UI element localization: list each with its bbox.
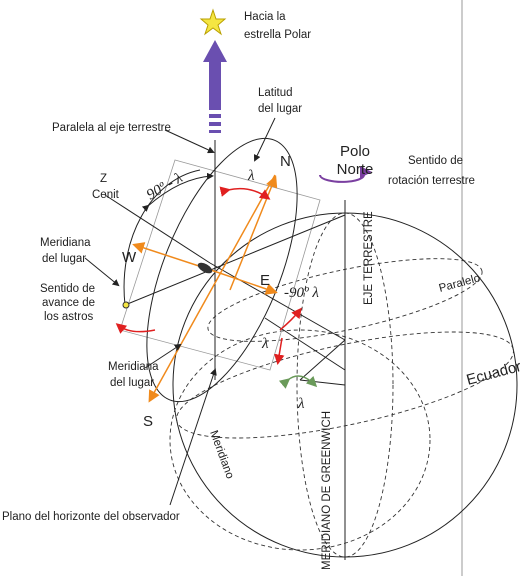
polar-dashes <box>209 114 221 133</box>
label: Meridiano <box>207 429 236 481</box>
label: S <box>143 413 153 430</box>
radius-line <box>299 339 346 381</box>
latitude-arc <box>219 186 271 200</box>
label: del lugar <box>258 103 302 115</box>
equator-line <box>176 331 514 439</box>
label: Sentido de <box>408 155 463 167</box>
label: Latitud <box>258 87 293 99</box>
label: rotación terrestre <box>388 175 475 187</box>
leader <box>169 368 217 506</box>
label: del lugar <box>110 377 154 389</box>
polar-arrow <box>203 40 227 110</box>
label: Plano del horizonte del observador <box>2 511 180 523</box>
label: λ <box>247 168 255 184</box>
leader <box>164 129 215 154</box>
e-axis <box>204 267 278 295</box>
label: del lugar <box>42 253 86 265</box>
lambda-arrow <box>279 307 302 331</box>
meridian-line <box>169 329 431 551</box>
leader <box>144 343 182 369</box>
label: Paralela al eje terrestre <box>52 122 171 134</box>
radius-line <box>299 379 346 386</box>
label: λ <box>261 336 269 352</box>
label: Cenit <box>92 189 120 201</box>
label: estrella Polar <box>244 29 311 41</box>
label: λ <box>297 396 305 412</box>
label: W <box>122 249 137 266</box>
label: Meridiana <box>40 237 91 249</box>
axis-projection <box>124 214 346 306</box>
rotation-head <box>360 166 372 178</box>
label: 90º - λ <box>144 170 186 203</box>
stars-arrow <box>115 323 156 334</box>
zenith-line <box>104 194 211 264</box>
label: Polo <box>340 143 370 160</box>
label: Z <box>100 173 107 185</box>
w-axis <box>132 242 206 269</box>
label: MERIDIANO DE GREENWICH <box>321 411 333 570</box>
parallel-line <box>207 258 483 342</box>
label: Meridiana <box>108 361 159 373</box>
label: EJE TERRESTRE <box>363 211 375 305</box>
label: Sentido de <box>40 283 95 295</box>
leader <box>84 257 120 287</box>
leader <box>253 117 276 162</box>
label: -90º λ <box>284 285 319 301</box>
green-arc <box>278 375 318 389</box>
observer <box>197 262 213 274</box>
label: E <box>260 272 270 289</box>
star-point <box>122 301 130 309</box>
label: los astros <box>44 311 93 323</box>
lambda-arrow <box>274 337 285 365</box>
star <box>199 8 227 36</box>
ns-axis <box>148 174 276 403</box>
radius-line <box>264 317 346 371</box>
colatitude-arc <box>141 172 214 212</box>
radius-line <box>209 262 346 341</box>
label: Hacia la <box>244 11 286 23</box>
label: Paralelo <box>438 272 482 295</box>
label: Norte <box>337 161 374 178</box>
label: avance de <box>42 297 95 309</box>
label: N <box>280 153 291 170</box>
label: Ecuador <box>465 358 523 389</box>
